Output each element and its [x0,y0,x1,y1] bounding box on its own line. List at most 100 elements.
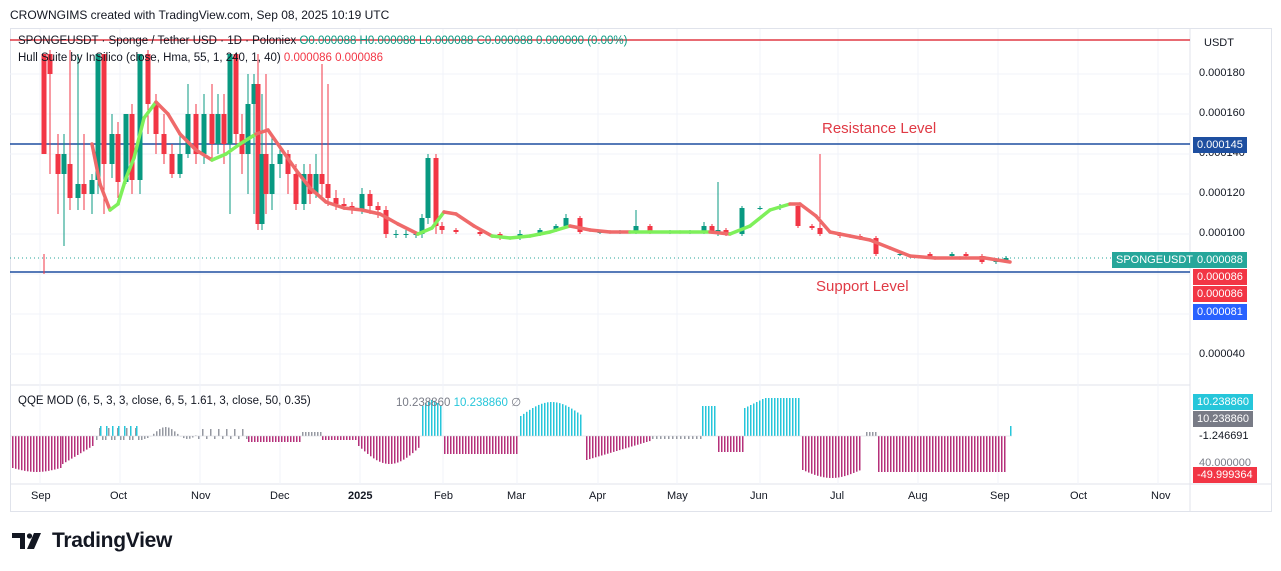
qqe-histogram-bar [696,436,698,439]
candle-body [263,154,269,194]
qqe-histogram-bar [153,433,155,436]
qqe-histogram-bar [495,436,497,454]
hull-line-segment [280,148,298,172]
qqe-histogram-bar [112,426,114,436]
candle-body [153,104,159,134]
qqe-histogram-bar [471,436,473,454]
qqe-histogram-bar [634,436,636,446]
qqe-histogram-bar [714,406,716,436]
candle-body [47,54,53,74]
qqe-histogram-bar [126,428,128,436]
qqe-histogram-bar [269,436,271,442]
qqe-histogram-bar [412,436,414,454]
qqe-histogram-bar [447,436,449,454]
qqe-histogram-bar [932,436,934,472]
qqe-histogram-bar [568,406,570,436]
candle-body [277,154,283,164]
qqe-histogram-bar [744,408,746,436]
qqe-histogram-bar [388,436,390,464]
qqe-histogram-bar [400,436,402,462]
qqe-histogram-bar [902,436,904,472]
symbol-title[interactable]: SPONGEUSDT · Sponge / Tether USD · 1D · … [18,35,297,47]
qqe-histogram-bar [739,436,741,452]
hull-price-tag-2: 0.000086 [1193,286,1247,302]
qqe-histogram-bar [68,436,70,461]
candle-body [123,114,129,182]
qqe-histogram-bar [802,436,804,470]
hull-line-segment [194,148,214,162]
qqe-histogram-bar [980,436,982,472]
candle-body [927,254,933,256]
qqe-histogram-bar [628,436,630,448]
qqe-histogram-bar [361,436,363,449]
hull-line-segment [396,222,420,236]
candle-body [55,154,61,174]
ohlc-values: O0.000088 H0.000088 L0.000088 C0.000088 … [299,35,628,47]
qqe-histogram-bar [281,436,283,442]
qqe-histogram-bar [986,436,988,472]
candle-body [701,226,707,232]
qqe-histogram-bar [251,436,253,442]
qqe-histogram-bar [881,436,883,472]
qqe-histogram-bar [730,436,732,452]
qqe-histogram-bar [226,429,228,436]
qqe-histogram-bar [971,436,973,472]
qqe-histogram-bar [108,428,110,436]
candle-body [1003,258,1009,260]
qqe-histogram-bar [42,436,44,472]
hull-line-segment [748,208,772,228]
qqe-histogram-bar [117,428,119,436]
candle-body [795,206,801,226]
qqe-histogram-bar [257,436,259,442]
candle-body [963,254,969,256]
candle-body [95,54,101,180]
currency-label[interactable]: USDT [1204,37,1234,49]
qqe-histogram-bar [80,436,82,454]
qqe-title[interactable]: QQE MOD (6, 5, 3, 3, close, 6, 5, 1.61, … [18,395,311,407]
qqe-histogram-bar [771,398,773,436]
qqe-histogram-bar [118,426,120,436]
qqe-histogram-bar [189,436,191,439]
qqe-histogram-bar [105,436,107,440]
qqe-histogram-bar [186,436,188,439]
support-price-tag: 0.000081 [1193,304,1247,320]
qqe-histogram-bar [305,432,307,436]
hull-line-segment [224,142,242,156]
qqe-histogram-bar [878,436,880,472]
tradingview-logo-icon [12,533,41,549]
qqe-histogram-bar [953,436,955,472]
qqe-histogram-bar [102,436,104,440]
qqe-histogram-bar [899,436,901,472]
hull-line-segment [548,224,572,234]
qqe-histogram-bar [672,436,674,439]
qqe-histogram-bar [290,436,292,442]
candle-body [41,54,47,154]
qqe-histogram-bar [832,436,834,478]
tradingview-logo[interactable]: TradingView [12,529,172,553]
qqe-histogram-bar [406,436,408,458]
qqe-histogram-bar [376,436,378,461]
qqe-tag-4: -49.999364 [1193,467,1257,483]
qqe-histogram-bar [415,436,417,451]
qqe-histogram-bar [287,436,289,442]
qqe-histogram-bar [783,398,785,436]
hull-line-segment [294,168,312,190]
indicator-value-2: 0.000086 [335,52,384,64]
qqe-histogram-bar [765,398,767,436]
qqe-histogram-bar [935,436,937,472]
qqe-histogram-bar [162,427,164,436]
qqe-histogram-bar [337,436,339,440]
indicator-title[interactable]: Hull Suite by InSilico (close, Hma, 55, … [18,52,281,64]
candle-body [553,226,559,230]
qqe-histogram-bar [538,404,540,436]
qqe-histogram-bar [866,432,868,436]
qqe-histogram-bar [62,436,64,464]
time-label: Oct [110,490,128,502]
qqe-histogram-bar [48,436,50,471]
time-label: Nov [1151,490,1171,502]
qqe-histogram-bar [440,406,442,436]
qqe-histogram-bar [391,436,393,464]
candle-body [383,210,389,234]
qqe-histogram-bar [523,413,525,436]
qqe-histogram-bar [640,436,642,444]
